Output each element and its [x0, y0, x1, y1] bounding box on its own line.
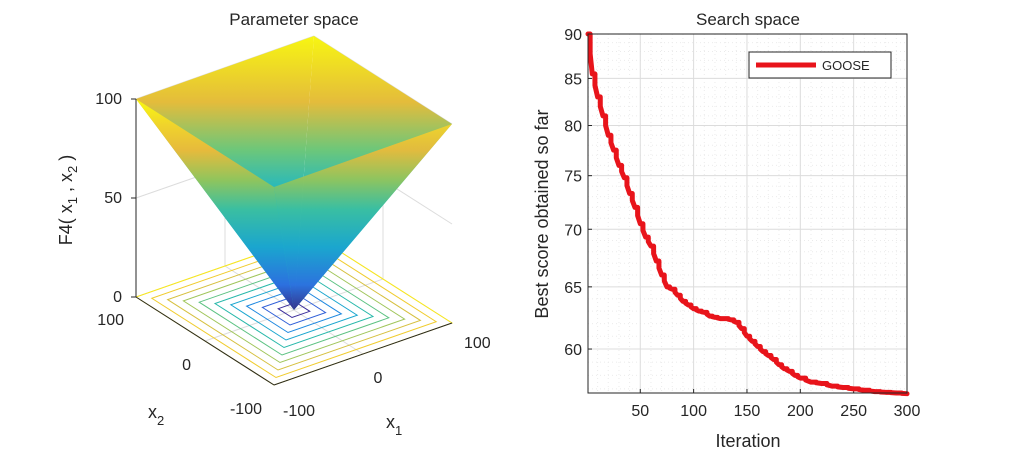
x2-tick-label: 0	[182, 357, 191, 374]
x1-axis-label-base: x	[386, 412, 395, 432]
z-axis-label-subscript: 1	[65, 197, 80, 204]
surface-plot: Parameter space	[56, 10, 491, 438]
z-axis-label-part: , x	[56, 173, 76, 197]
y-tick-label: 60	[564, 342, 582, 359]
x2-tick-label: 100	[97, 312, 124, 329]
z-axis-label-subscript: 2	[65, 166, 80, 173]
legend: GOOSE	[748, 51, 892, 79]
y-tick-label: 80	[564, 119, 582, 136]
x2-axis-label-subscript: 2	[157, 413, 164, 428]
contour-lines	[134, 234, 454, 386]
z-tick-label: 0	[113, 289, 122, 306]
x1-axis-line	[273, 322, 453, 386]
y-tick-label: 65	[564, 280, 582, 297]
contour-ring	[213, 271, 375, 349]
surface-axes	[131, 98, 453, 386]
z-axis-label: F4( x1 , x2 )	[56, 155, 80, 246]
line-plot-title: Search space	[696, 10, 800, 29]
x1-tick-label: -100	[283, 403, 315, 420]
z-axis-label-part: )	[56, 155, 76, 166]
contour-ring	[261, 294, 327, 326]
x-axis-label: Iteration	[715, 431, 780, 451]
x1-axis-label: x1	[386, 412, 402, 438]
surface-front-left-face	[136, 99, 294, 310]
y-axis-label: Best score obtained so far	[532, 109, 552, 318]
z-axis-label-part: F4( x	[56, 204, 76, 245]
legend-label: GOOSE	[822, 58, 870, 73]
z-tick-label: 50	[104, 190, 122, 207]
line-plot: Search space 60 65 70 75 80 85 90 50 100 150 200 25…	[532, 10, 920, 451]
surface-front-right-face	[274, 124, 452, 310]
x1-tick-label: 100	[464, 335, 491, 352]
y-tick-label: 70	[564, 222, 582, 239]
x-tick-label: 250	[840, 403, 867, 420]
y-tick-label: 90	[564, 27, 582, 44]
contour-ring	[198, 264, 390, 356]
x-tick-label: 300	[894, 403, 921, 420]
x2-tick-label: -100	[230, 401, 262, 418]
surface-tick-labels: 100 50 0 100 0 -100 -100 0 100	[95, 91, 491, 420]
x1-axis-label-subscript: 1	[395, 423, 402, 438]
contour-ring	[182, 256, 406, 364]
z-tick-label: 100	[95, 91, 122, 108]
contour-ring	[277, 301, 311, 319]
x-tick-label: 50	[631, 403, 649, 420]
x2-axis-label: x2	[148, 402, 164, 428]
y-tick-label: 75	[564, 169, 582, 186]
x2-axis-label-base: x	[148, 402, 157, 422]
x-tick-label: 150	[734, 403, 761, 420]
y-tick-label: 85	[564, 71, 582, 88]
surface-plot-title: Parameter space	[229, 10, 358, 29]
series-line-goose	[585, 31, 910, 397]
contour-ring	[245, 286, 343, 334]
contour-ring	[166, 249, 422, 371]
surface-mesh	[136, 36, 452, 310]
x1-tick-label: 0	[374, 370, 383, 387]
x-tick-label: 100	[680, 403, 707, 420]
x2-axis-line	[135, 296, 275, 386]
tick-labels: 60 65 70 75 80 85 90 50 100 150 200 250 300	[564, 27, 920, 420]
contour-ring	[150, 241, 438, 379]
axes-box	[587, 33, 908, 394]
contour-ring	[229, 279, 359, 341]
x-tick-label: 200	[787, 403, 814, 420]
